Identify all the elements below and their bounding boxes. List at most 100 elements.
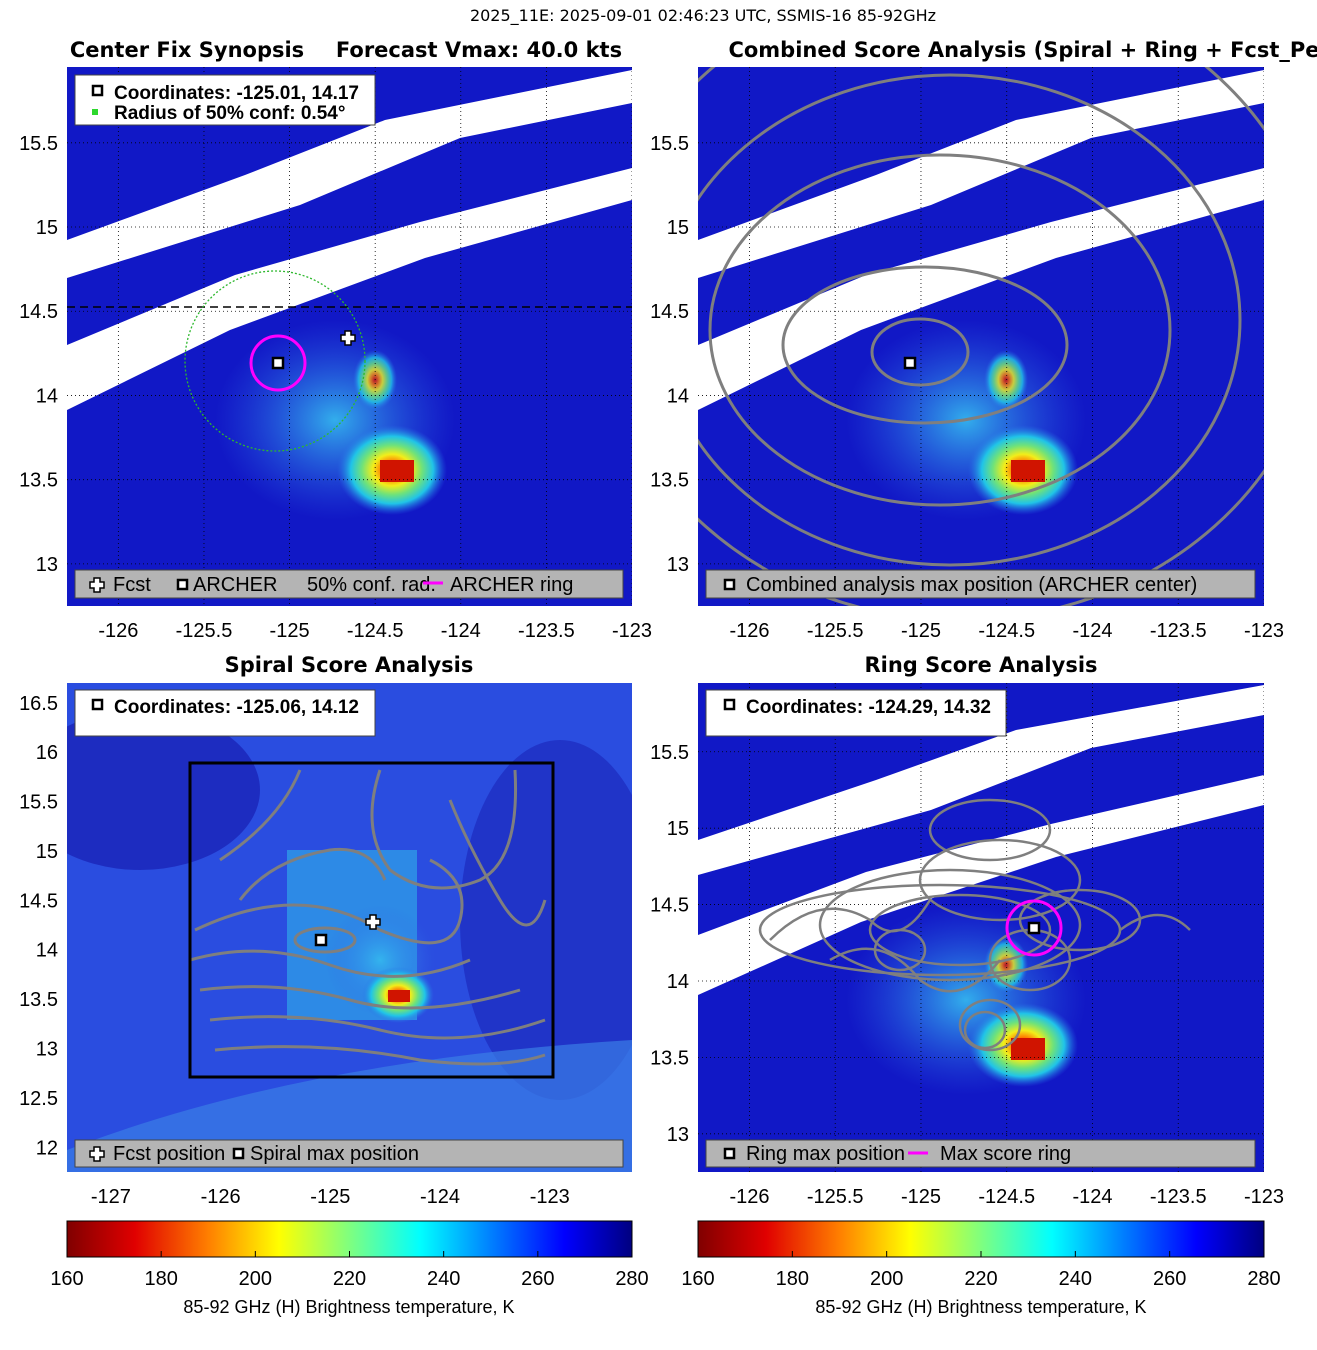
colorbar-tick-label: 160 <box>681 1268 714 1290</box>
synopsis-axis-ticks: -126 -125.5 -125 -124.5 -124 -123.5 -123 13 13.5… <box>19 133 652 642</box>
synopsis-info-box: Coordinates: -125.01, 14.17 Radius of 50… <box>74 74 376 126</box>
ring-xtick-label: -125 <box>901 1186 941 1208</box>
legend-square-icon <box>723 1147 736 1160</box>
spiral-ytick-label: 12 <box>36 1137 58 1159</box>
spiral-ytick-label: 12.5 <box>19 1088 58 1110</box>
combined-ytick-label: 15 <box>667 217 689 239</box>
colorbar-right: 160 180 200 220 240 260 280 85-92 GHz (H) Brig… <box>681 1220 1281 1317</box>
combined-ytick-label: 13.5 <box>650 470 689 492</box>
legend-archer: ARCHER <box>193 574 277 596</box>
combined-axis-ticks: -126 -125.5 -125 -124.5 -124 -123.5 -123 13 13.5… <box>650 133 1284 642</box>
info-dot-icon <box>92 109 98 115</box>
panel-ring: Ring Score Analysis <box>650 653 1284 1208</box>
colorbar-tick-label: 180 <box>776 1268 809 1290</box>
legend-archer-ring: ARCHER ring <box>450 574 573 596</box>
combined-xtick-label: -126 <box>729 620 769 642</box>
legend-combined-max: Combined analysis max position (ARCHER c… <box>746 574 1197 596</box>
legend-square-icon <box>723 578 736 591</box>
figure-suptitle: 2025_11E: 2025-09-01 02:46:23 UTC, SSMIS… <box>470 6 936 26</box>
panel-ring-title: Ring Score Analysis <box>864 653 1097 677</box>
spiral-max-marker <box>314 933 328 947</box>
synopsis-forecast-marker <box>340 330 356 346</box>
spiral-ytick-label: 16 <box>36 742 58 764</box>
colorbar-tick-label: 220 <box>964 1268 997 1290</box>
colorbar-tick-label: 180 <box>144 1268 177 1290</box>
synopsis-xtick-label: -126 <box>98 620 138 642</box>
colorbar-tick-label: 240 <box>427 1268 460 1290</box>
ring-xtick-label: -123.5 <box>1150 1186 1207 1208</box>
panel-spiral: Spiral Score Analysis <box>19 653 632 1208</box>
spiral-xtick-label: -124 <box>420 1186 460 1208</box>
legend-ring-max: Ring max position <box>746 1143 905 1165</box>
panel-combined-title: Combined Score Analysis (Spiral + Ring +… <box>728 38 1317 62</box>
synopsis-legend: Fcst ARCHER 50% conf. rad. ARCHER ring <box>74 569 624 599</box>
synopsis-xtick-label: -125.5 <box>176 620 233 642</box>
ring-max-ring <box>1005 899 1063 957</box>
ring-contours <box>758 798 1191 1052</box>
ring-legend: Ring max position Max score ring <box>705 1139 1256 1168</box>
info-square-icon <box>723 698 736 711</box>
combined-max-marker <box>903 356 917 370</box>
synopsis-xtick-label: -124 <box>441 620 481 642</box>
synopsis-storm <box>215 320 455 520</box>
synopsis-xtick-label: -123 <box>612 620 652 642</box>
legend-square-icon <box>176 578 189 591</box>
spiral-ytick-label: 14 <box>36 940 58 962</box>
legend-conf: 50% conf. rad. <box>307 574 436 596</box>
colorbar-tick-label: 220 <box>333 1268 366 1290</box>
colorbar-tick-label: 260 <box>521 1268 554 1290</box>
colorbar-right-label: 85-92 GHz (H) Brightness temperature, K <box>815 1297 1146 1317</box>
synopsis-ytick-label: 14 <box>36 385 58 407</box>
panel-synopsis: Center Fix Synopsis Forecast Vmax: 40.0 … <box>19 38 652 642</box>
ring-ytick-label: 14 <box>667 971 689 993</box>
combined-contours <box>698 67 1264 606</box>
panel-synopsis-title-right: Forecast Vmax: 40.0 kts <box>336 38 622 62</box>
panel-spiral-plot: Coordinates: -125.06, 14.12 Fcst positio… <box>67 683 632 1172</box>
combined-xtick-label: -125.5 <box>807 620 864 642</box>
colorbar-left: 160 180 200 220 240 260 280 85-92 GHz (H) Brig… <box>50 1220 649 1317</box>
spiral-info-box: Coordinates: -125.06, 14.12 <box>74 689 376 737</box>
spiral-ytick-label: 15.5 <box>19 792 58 814</box>
spiral-ytick-label: 14.5 <box>19 890 58 912</box>
colorbar-tick-label: 260 <box>1153 1268 1186 1290</box>
legend-plus-icon <box>89 577 105 593</box>
ring-swath-gaps <box>698 685 1264 995</box>
legend-spiral-max: Spiral max position <box>250 1143 419 1165</box>
panel-spiral-title: Spiral Score Analysis <box>225 653 474 677</box>
colorbar-tick-label: 200 <box>239 1268 272 1290</box>
ring-ytick-label: 13.5 <box>650 1047 689 1069</box>
legend-fcst: Fcst <box>113 574 151 596</box>
synopsis-ytick-label: 15 <box>36 217 58 239</box>
panel-synopsis-plot: Coordinates: -125.01, 14.17 Radius of 50… <box>67 67 632 606</box>
ring-ytick-label: 14.5 <box>650 895 689 917</box>
ring-ytick-label: 13 <box>667 1124 689 1146</box>
combined-xtick-label: -123.5 <box>1150 620 1207 642</box>
legend-max-score-ring: Max score ring <box>940 1143 1071 1165</box>
ring-info-box: Coordinates: -124.29, 14.32 <box>705 689 1007 737</box>
panel-combined: Combined Score Analysis (Spiral + Ring +… <box>650 38 1317 642</box>
spiral-ytick-label: 13 <box>36 1039 58 1061</box>
combined-xtick-label: -124.5 <box>978 620 1035 642</box>
ring-ytick-label: 15 <box>667 818 689 840</box>
spiral-legend: Fcst position Spiral max position <box>74 1139 624 1168</box>
synopsis-ytick-label: 14.5 <box>19 301 58 323</box>
combined-ytick-label: 14 <box>667 385 689 407</box>
colorbar-tick-label: 280 <box>615 1268 648 1290</box>
panel-ring-plot: Coordinates: -124.29, 14.32 Ring max pos… <box>698 683 1264 1172</box>
ring-ytick-label: 15.5 <box>650 742 689 764</box>
spiral-ytick-label: 13.5 <box>19 989 58 1011</box>
spiral-coordinates-text: Coordinates: -125.06, 14.12 <box>114 697 359 718</box>
colorbar-tick-label: 240 <box>1059 1268 1092 1290</box>
ring-axis-ticks: -126 -125.5 -125 -124.5 -124 -123.5 -123 13 13.5… <box>650 742 1284 1208</box>
colorbar-left-ticks: 160 180 200 220 240 260 280 <box>50 1251 649 1290</box>
synopsis-xtick-label: -123.5 <box>518 620 575 642</box>
info-square-icon <box>91 84 104 97</box>
spiral-ytick-label: 16.5 <box>19 693 58 715</box>
ring-max-marker <box>1027 921 1041 935</box>
combined-xtick-label: -123 <box>1244 620 1284 642</box>
spiral-xtick-label: -126 <box>201 1186 241 1208</box>
combined-ytick-label: 14.5 <box>650 301 689 323</box>
synopsis-ytick-label: 13 <box>36 554 58 576</box>
spiral-axis-ticks: -127 -126 -125 -124 -123 12 12.5 13 13.5 14 14.5 15… <box>19 693 570 1208</box>
ring-coordinates-text: Coordinates: -124.29, 14.32 <box>746 697 991 718</box>
